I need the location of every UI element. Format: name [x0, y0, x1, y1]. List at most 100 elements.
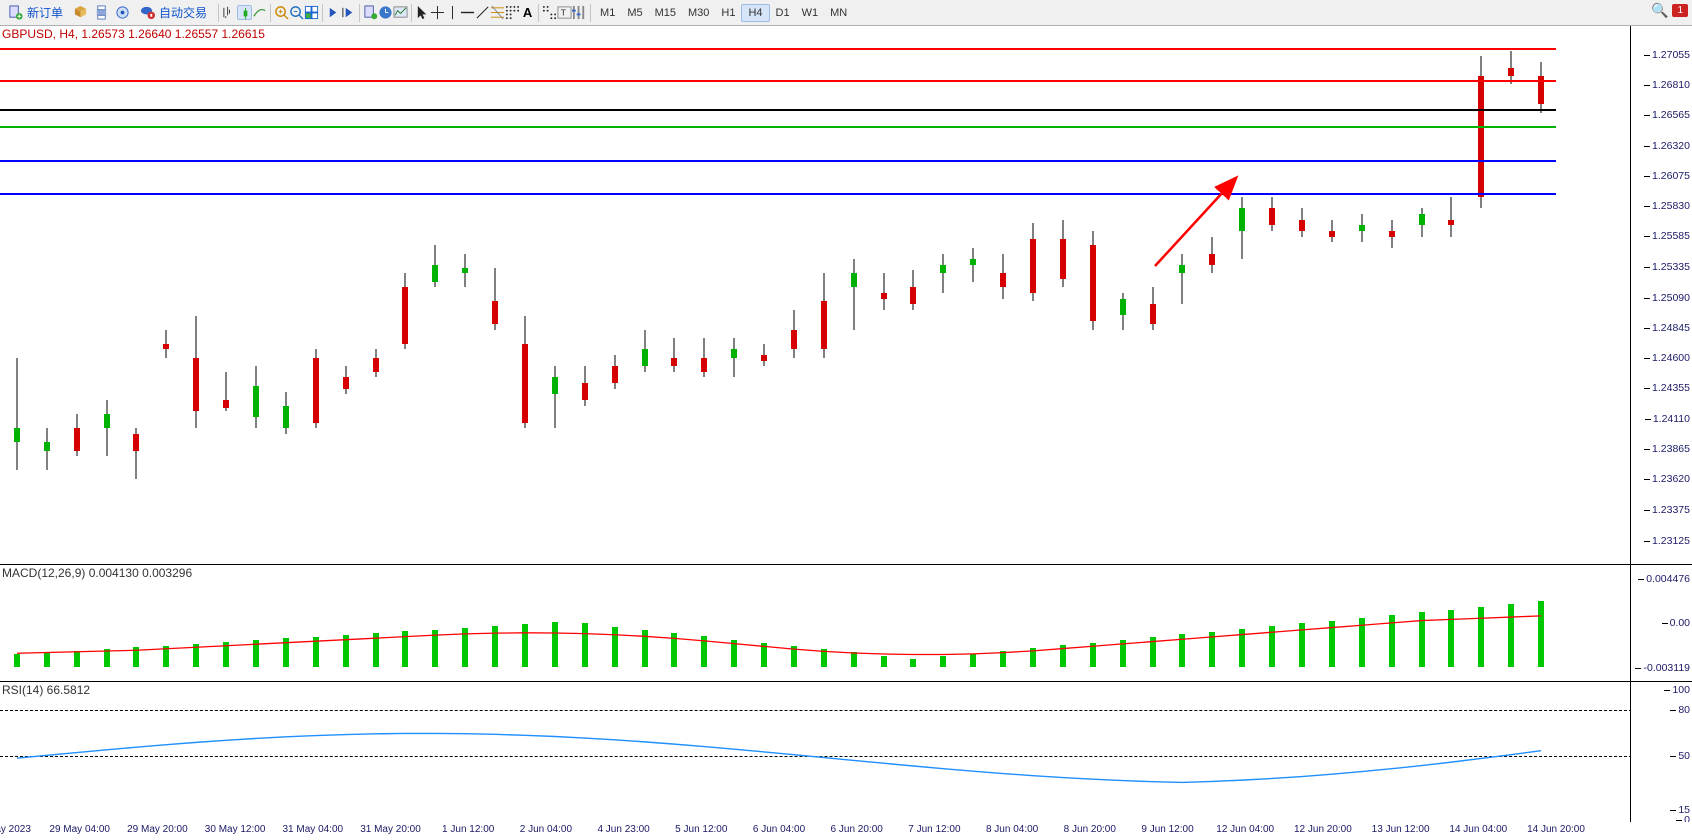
candle-body-48[interactable] [1448, 220, 1454, 226]
candle-body-47[interactable] [1419, 214, 1425, 225]
new-object-icon[interactable] [363, 5, 378, 20]
multi-dots-icon[interactable] [542, 5, 557, 20]
candle-body-42[interactable] [1269, 208, 1275, 225]
candle-body-22[interactable] [671, 358, 677, 366]
cursor-icon[interactable] [415, 5, 430, 20]
candle-body-49[interactable] [1478, 76, 1484, 197]
candle-body-23[interactable] [701, 358, 707, 372]
candle-body-5[interactable] [163, 344, 169, 350]
price-panel[interactable]: GBPUSD, H4, 1.26573 1.26640 1.26557 1.26… [0, 26, 1692, 565]
price-level-line-2[interactable] [0, 109, 1556, 111]
candle-body-25[interactable] [761, 355, 767, 361]
price-level-line-5[interactable] [0, 193, 1556, 195]
candle-body-30[interactable] [910, 287, 916, 304]
candle-body-24[interactable] [731, 349, 737, 357]
candle-body-19[interactable] [582, 383, 588, 400]
candle-body-43[interactable] [1299, 220, 1305, 231]
history-icon[interactable] [73, 5, 88, 20]
timeframe-m15[interactable]: M15 [649, 5, 682, 21]
candle-body-17[interactable] [522, 344, 528, 423]
auto-trading-label[interactable]: 自动交易 [155, 2, 211, 24]
price-level-line-1[interactable] [0, 80, 1556, 82]
rsi-line[interactable] [0, 682, 1692, 822]
new-order-button[interactable]: 新订单 [4, 1, 71, 25]
trendline-icon[interactable] [475, 5, 490, 20]
candle-body-14[interactable] [432, 265, 438, 282]
price-axis[interactable]: 1.27055 1.26810 1.26565 1.26320 1.26075 1.258… [1630, 26, 1692, 564]
trend-arrow-annotation[interactable] [0, 26, 1692, 565]
candle-body-10[interactable] [313, 358, 319, 423]
candle-body-34[interactable] [1030, 239, 1036, 293]
candle-body-9[interactable] [283, 406, 289, 429]
settings-icon[interactable] [572, 5, 587, 20]
timeframe-m1[interactable]: M1 [594, 5, 621, 21]
candle-body-31[interactable] [940, 265, 946, 273]
printer-icon[interactable] [94, 5, 109, 20]
scroll-end-icon[interactable] [341, 5, 356, 20]
candle-wick-22[interactable] [674, 338, 675, 372]
scroll-right-icon[interactable] [326, 5, 341, 20]
candle-wick-28[interactable] [853, 259, 854, 329]
candle-body-16[interactable] [492, 301, 498, 324]
auto-trading-button[interactable]: 自动交易 [136, 1, 215, 25]
candle-body-15[interactable] [462, 268, 468, 274]
crosshair-icon[interactable] [430, 5, 445, 20]
timeframe-h1[interactable]: H1 [715, 5, 741, 21]
candle-body-11[interactable] [343, 377, 349, 388]
macd-signal-line[interactable] [0, 565, 1692, 681]
candle-body-27[interactable] [821, 301, 827, 349]
candle-body-37[interactable] [1120, 299, 1126, 316]
candle-body-39[interactable] [1179, 265, 1185, 273]
candle-body-18[interactable] [552, 377, 558, 394]
candle-body-50[interactable] [1508, 68, 1514, 76]
candle-body-8[interactable] [253, 386, 259, 417]
macd-axis[interactable]: 0.004476 0.00 -0.003119 [1630, 565, 1692, 682]
textA-icon[interactable]: A [520, 5, 535, 20]
bars-view-icon[interactable] [222, 5, 237, 20]
candle-body-1[interactable] [44, 442, 50, 450]
candle-body-12[interactable] [373, 358, 379, 372]
price-level-line-0[interactable] [0, 48, 1556, 50]
price-level-line-4[interactable] [0, 160, 1556, 162]
candle-body-38[interactable] [1150, 304, 1156, 324]
timeframe-mn[interactable]: MN [824, 5, 853, 21]
curve-icon[interactable] [252, 5, 267, 20]
fib-icon[interactable] [490, 5, 505, 20]
timeframe-m5[interactable]: M5 [621, 5, 648, 21]
candle-body-40[interactable] [1209, 254, 1215, 265]
candle-body-0[interactable] [14, 428, 20, 442]
candle-body-2[interactable] [74, 428, 80, 451]
search-icon[interactable]: 🔍 [1651, 2, 1668, 19]
timeframe-w1[interactable]: W1 [796, 5, 825, 21]
candle-wick-31[interactable] [943, 254, 944, 293]
timeframe-m30[interactable]: M30 [682, 5, 715, 21]
timeframe-h4[interactable]: H4 [741, 4, 769, 22]
candle-body-13[interactable] [402, 287, 408, 343]
candle-body-21[interactable] [642, 349, 648, 366]
candle-body-45[interactable] [1359, 225, 1365, 231]
candle-body-46[interactable] [1389, 231, 1395, 237]
candle-body-41[interactable] [1239, 208, 1245, 231]
hline-icon[interactable] [460, 5, 475, 20]
candle-body-32[interactable] [970, 259, 976, 265]
grid-icon[interactable] [304, 5, 319, 20]
rsi-panel[interactable]: RSI(14) 66.5812 100 80 50 15 0 [0, 682, 1692, 822]
price-level-line-3[interactable] [0, 126, 1556, 128]
timeframe-d1[interactable]: D1 [770, 5, 796, 21]
candle-body-26[interactable] [791, 330, 797, 350]
dots-icon[interactable] [505, 5, 520, 20]
zoom-in-icon[interactable] [274, 5, 289, 20]
candle-body-35[interactable] [1060, 239, 1066, 278]
candle-body-44[interactable] [1329, 231, 1335, 237]
candle-body-29[interactable] [881, 293, 887, 299]
vline-icon[interactable] [445, 5, 460, 20]
candles-view-icon-active[interactable] [237, 5, 252, 20]
candle-wick-29[interactable] [883, 273, 884, 310]
macd-panel[interactable]: MACD(12,26,9) 0.004130 0.003296 0.004476… [0, 565, 1692, 682]
candle-body-4[interactable] [133, 434, 139, 451]
charts-window-icon[interactable] [393, 5, 408, 20]
candle-body-3[interactable] [104, 414, 110, 428]
rsi-axis[interactable]: 100 80 50 15 0 [1630, 682, 1692, 822]
zoom-out-icon[interactable] [289, 5, 304, 20]
crosshair-clock-icon[interactable] [378, 5, 393, 20]
